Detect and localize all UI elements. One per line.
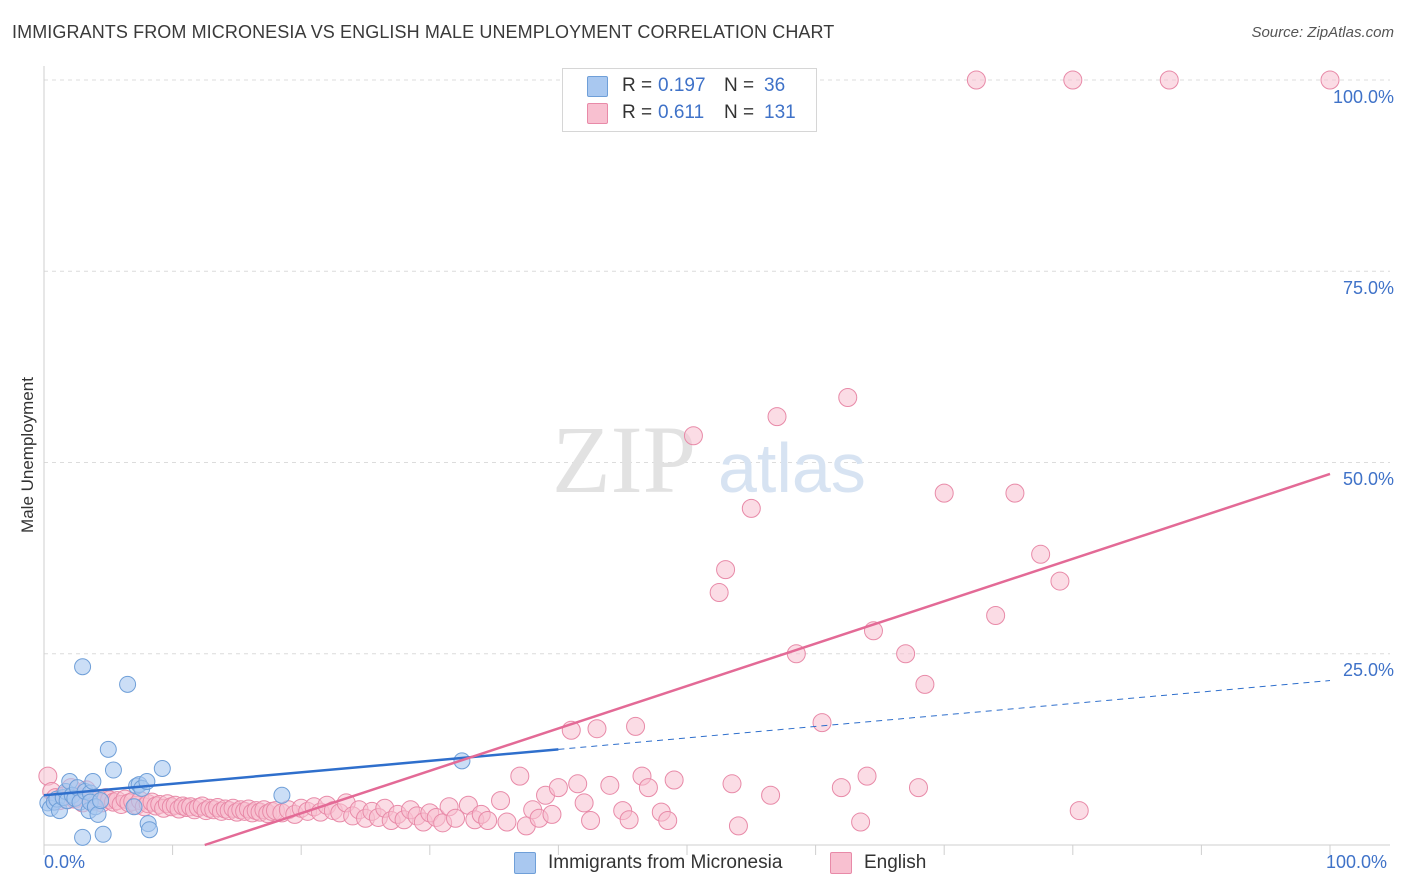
english-point xyxy=(510,766,530,786)
english-point xyxy=(587,719,607,739)
english-point xyxy=(857,766,877,786)
english-point xyxy=(767,407,787,427)
micronesia-point xyxy=(153,760,171,777)
legend: R = 0.197 N = 36 R = 0.611 N = 131 xyxy=(562,68,817,132)
english-point xyxy=(542,804,562,824)
english-point xyxy=(581,811,601,831)
english-point xyxy=(638,778,658,798)
micronesia-point xyxy=(273,786,291,804)
legend-n-value: 36 xyxy=(764,75,786,96)
micronesia-point xyxy=(119,675,137,693)
english-point xyxy=(986,606,1006,625)
english-point xyxy=(838,387,858,407)
legend-swatch-micronesia xyxy=(587,75,608,97)
english-point xyxy=(722,774,742,794)
legend-r-label: R = xyxy=(622,75,653,96)
watermark-atlas: atlas xyxy=(718,429,866,507)
english-point xyxy=(1069,801,1089,821)
english-point xyxy=(478,811,498,831)
english-point xyxy=(664,770,684,790)
english-point xyxy=(574,793,594,813)
bottom-legend-label: English xyxy=(864,852,927,873)
english-point xyxy=(626,716,646,736)
legend-n-value: 131 xyxy=(764,102,796,123)
x-tick-label-max: 100.0% xyxy=(1326,852,1388,872)
english-point xyxy=(1063,70,1083,90)
english-point xyxy=(568,774,588,794)
y-tick-label-25: 25.0% xyxy=(1342,660,1394,680)
legend-row-micronesia: R = 0.197 N = 36 xyxy=(587,73,785,99)
chart-title: IMMIGRANTS FROM MICRONESIA VS ENGLISH MA… xyxy=(12,22,835,42)
bottom-legend-label: Immigrants from Micronesia xyxy=(548,852,783,873)
english-point xyxy=(658,811,678,831)
english-point xyxy=(548,778,568,798)
trend-lines xyxy=(43,472,1331,847)
english-point xyxy=(761,785,781,805)
bottom-legend-swatch-english xyxy=(830,852,852,874)
english-point xyxy=(728,816,748,836)
source-label: Source: ZipAtlas.com xyxy=(1251,24,1394,41)
watermark: ZIP atlas xyxy=(552,406,866,513)
legend-r-value: 0.197 xyxy=(658,75,706,96)
legend-n-label: N = xyxy=(724,102,755,123)
english-point xyxy=(600,775,620,795)
micronesia-trend-extension xyxy=(558,680,1331,750)
english-point xyxy=(1005,483,1025,503)
bottom-legend-english: English xyxy=(830,852,926,874)
english-point xyxy=(741,498,761,518)
micronesia-point xyxy=(89,805,107,823)
legend-n-label: N = xyxy=(724,75,755,96)
english-point xyxy=(497,812,517,832)
english-point xyxy=(716,560,736,580)
micronesia-points xyxy=(39,658,471,846)
english-point xyxy=(831,778,851,798)
english-point xyxy=(812,713,832,733)
english-trend-line xyxy=(204,472,1331,847)
grid-lines xyxy=(44,79,1390,655)
micronesia-point xyxy=(140,821,158,839)
y-tick-label-75: 75.0% xyxy=(1342,278,1394,298)
micronesia-point xyxy=(84,773,102,791)
english-point xyxy=(1320,70,1340,90)
axes xyxy=(43,66,1390,855)
english-point xyxy=(851,812,871,832)
english-point xyxy=(491,791,511,811)
x-tick-label-min: 0.0% xyxy=(44,852,86,872)
english-points xyxy=(38,70,1340,836)
english-point xyxy=(908,778,928,798)
legend-r-value: 0.611 xyxy=(658,102,705,123)
legend-row-english: R = 0.611 N = 131 xyxy=(587,100,796,126)
micronesia-point xyxy=(92,792,110,810)
bottom-legend-micronesia: Immigrants from Micronesia xyxy=(514,852,782,874)
english-point xyxy=(619,810,639,830)
english-point xyxy=(934,483,954,503)
y-tick-label-50: 50.0% xyxy=(1342,469,1394,489)
micronesia-point xyxy=(94,825,112,843)
english-point xyxy=(896,644,916,664)
micronesia-point xyxy=(99,740,117,758)
english-point xyxy=(1050,571,1070,591)
legend-swatch-english xyxy=(587,102,608,124)
watermark-zip: ZIP xyxy=(552,406,696,513)
english-point xyxy=(1159,70,1179,90)
english-point xyxy=(683,426,703,446)
y-tick-label-100: 100.0% xyxy=(1332,87,1394,107)
micronesia-point xyxy=(104,761,122,779)
english-point xyxy=(709,583,729,603)
english-point xyxy=(446,808,466,828)
english-point xyxy=(966,70,986,90)
legend-r-label: R = xyxy=(622,102,653,123)
bottom-legend-swatch-micronesia xyxy=(514,852,536,874)
micronesia-point xyxy=(74,828,92,846)
micronesia-point xyxy=(74,658,92,676)
micronesia-point xyxy=(125,798,143,816)
english-point xyxy=(1031,544,1051,564)
english-point xyxy=(915,674,935,694)
